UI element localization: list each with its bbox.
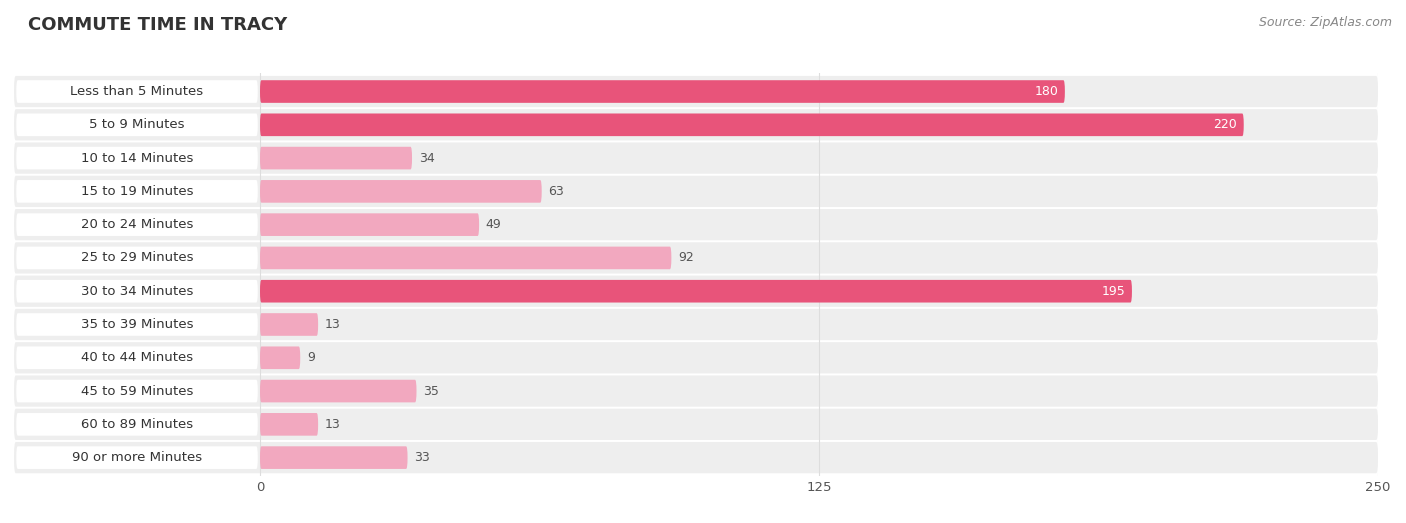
FancyBboxPatch shape: [17, 446, 257, 469]
FancyBboxPatch shape: [17, 413, 257, 436]
FancyBboxPatch shape: [14, 408, 1378, 440]
Text: 63: 63: [548, 185, 564, 198]
FancyBboxPatch shape: [14, 376, 1378, 407]
FancyBboxPatch shape: [17, 213, 257, 236]
Text: 13: 13: [325, 418, 340, 431]
Text: 20 to 24 Minutes: 20 to 24 Minutes: [80, 218, 193, 231]
FancyBboxPatch shape: [14, 76, 1378, 107]
Text: 35: 35: [423, 384, 439, 397]
FancyBboxPatch shape: [17, 280, 257, 302]
FancyBboxPatch shape: [17, 380, 257, 402]
Text: 25 to 29 Minutes: 25 to 29 Minutes: [80, 252, 193, 265]
Text: 40 to 44 Minutes: 40 to 44 Minutes: [82, 351, 193, 365]
Text: COMMUTE TIME IN TRACY: COMMUTE TIME IN TRACY: [28, 16, 287, 33]
Text: 5 to 9 Minutes: 5 to 9 Minutes: [89, 118, 184, 131]
Text: 33: 33: [415, 451, 430, 464]
FancyBboxPatch shape: [17, 113, 257, 136]
FancyBboxPatch shape: [260, 380, 416, 402]
FancyBboxPatch shape: [14, 309, 1378, 340]
FancyBboxPatch shape: [14, 109, 1378, 141]
Text: 45 to 59 Minutes: 45 to 59 Minutes: [80, 384, 193, 397]
FancyBboxPatch shape: [260, 147, 412, 169]
Text: Source: ZipAtlas.com: Source: ZipAtlas.com: [1258, 16, 1392, 29]
FancyBboxPatch shape: [260, 280, 1132, 302]
FancyBboxPatch shape: [260, 313, 318, 336]
Text: 60 to 89 Minutes: 60 to 89 Minutes: [82, 418, 193, 431]
Text: 35 to 39 Minutes: 35 to 39 Minutes: [80, 318, 193, 331]
Text: 13: 13: [325, 318, 340, 331]
FancyBboxPatch shape: [260, 413, 318, 436]
Text: 49: 49: [486, 218, 502, 231]
Text: 195: 195: [1101, 285, 1125, 298]
Text: 92: 92: [678, 252, 693, 265]
FancyBboxPatch shape: [14, 342, 1378, 373]
Text: 15 to 19 Minutes: 15 to 19 Minutes: [80, 185, 193, 198]
Text: 180: 180: [1035, 85, 1059, 98]
FancyBboxPatch shape: [14, 176, 1378, 207]
FancyBboxPatch shape: [14, 142, 1378, 174]
FancyBboxPatch shape: [260, 213, 479, 236]
FancyBboxPatch shape: [17, 80, 257, 103]
FancyBboxPatch shape: [17, 346, 257, 369]
FancyBboxPatch shape: [14, 242, 1378, 274]
FancyBboxPatch shape: [260, 247, 672, 269]
FancyBboxPatch shape: [260, 180, 541, 203]
Text: 34: 34: [419, 152, 434, 165]
FancyBboxPatch shape: [260, 346, 301, 369]
FancyBboxPatch shape: [14, 442, 1378, 473]
FancyBboxPatch shape: [260, 113, 1244, 136]
Text: 10 to 14 Minutes: 10 to 14 Minutes: [80, 152, 193, 165]
FancyBboxPatch shape: [14, 276, 1378, 307]
Text: 9: 9: [307, 351, 315, 365]
FancyBboxPatch shape: [17, 313, 257, 336]
Text: 30 to 34 Minutes: 30 to 34 Minutes: [80, 285, 193, 298]
FancyBboxPatch shape: [14, 209, 1378, 240]
FancyBboxPatch shape: [260, 446, 408, 469]
FancyBboxPatch shape: [17, 180, 257, 203]
FancyBboxPatch shape: [17, 247, 257, 269]
FancyBboxPatch shape: [260, 80, 1064, 103]
Text: 220: 220: [1213, 118, 1237, 131]
Text: Less than 5 Minutes: Less than 5 Minutes: [70, 85, 204, 98]
FancyBboxPatch shape: [17, 147, 257, 169]
Text: 90 or more Minutes: 90 or more Minutes: [72, 451, 202, 464]
